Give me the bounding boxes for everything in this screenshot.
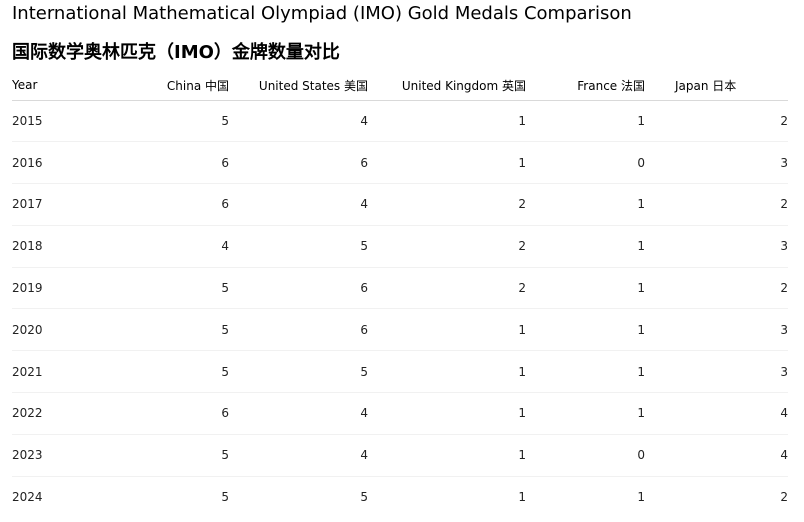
cell-japan: 2 bbox=[780, 113, 788, 128]
cell-france: 0 bbox=[637, 155, 645, 170]
cell-uk: 2 bbox=[518, 239, 526, 254]
cell-year: 2021 bbox=[12, 364, 43, 379]
cell-france: 0 bbox=[637, 448, 645, 463]
cell-uk: 2 bbox=[518, 281, 526, 296]
gold-medals-table: Year China 中国 United States 美国 United Ki… bbox=[12, 72, 788, 518]
cell-usa: 5 bbox=[360, 490, 368, 505]
cell-china: 5 bbox=[221, 281, 229, 296]
table-row: 2020 5 6 1 1 3 bbox=[12, 309, 788, 351]
cell-japan: 3 bbox=[780, 155, 788, 170]
table-row: 2022 6 4 1 1 4 bbox=[12, 393, 788, 435]
page-title-chinese: 国际数学奥林匹克（IMO）金牌数量对比 bbox=[12, 42, 340, 63]
cell-year: 2016 bbox=[12, 155, 43, 170]
table-row: 2019 5 6 2 1 2 bbox=[12, 267, 788, 309]
cell-france: 1 bbox=[637, 364, 645, 379]
cell-japan: 4 bbox=[780, 448, 788, 463]
column-header-usa: United States 美国 bbox=[258, 78, 368, 93]
table-row: 2018 4 5 2 1 3 bbox=[12, 225, 788, 268]
cell-japan: 2 bbox=[780, 490, 788, 505]
cell-japan: 2 bbox=[780, 281, 788, 296]
cell-year: 2020 bbox=[12, 322, 43, 337]
column-header-uk: United Kingdom 英国 bbox=[401, 78, 526, 93]
cell-usa: 5 bbox=[360, 364, 368, 379]
cell-france: 1 bbox=[637, 406, 645, 421]
cell-uk: 2 bbox=[518, 197, 526, 212]
cell-year: 2019 bbox=[12, 281, 43, 296]
cell-france: 1 bbox=[637, 490, 645, 505]
table-header-row: Year China 中国 United States 美国 United Ki… bbox=[12, 72, 788, 100]
cell-china: 4 bbox=[221, 239, 229, 254]
cell-year: 2022 bbox=[12, 406, 43, 421]
cell-france: 1 bbox=[637, 281, 645, 296]
cell-usa: 4 bbox=[360, 197, 368, 212]
page-title-english: International Mathematical Olympiad (IMO… bbox=[12, 3, 632, 24]
column-header-china: China 中国 bbox=[166, 78, 229, 93]
cell-china: 5 bbox=[221, 113, 229, 128]
cell-usa: 4 bbox=[360, 113, 368, 128]
cell-france: 1 bbox=[637, 322, 645, 337]
cell-japan: 3 bbox=[780, 239, 788, 254]
cell-year: 2023 bbox=[12, 448, 43, 463]
cell-china: 6 bbox=[221, 197, 229, 212]
cell-year: 2018 bbox=[12, 239, 43, 254]
cell-year: 2017 bbox=[12, 197, 43, 212]
cell-usa: 6 bbox=[360, 155, 368, 170]
cell-japan: 3 bbox=[780, 322, 788, 337]
table-row: 2015 5 4 1 1 2 bbox=[12, 100, 788, 142]
cell-uk: 1 bbox=[518, 322, 526, 337]
column-header-year: Year bbox=[12, 78, 38, 93]
cell-china: 5 bbox=[221, 322, 229, 337]
cell-usa: 4 bbox=[360, 406, 368, 421]
cell-china: 6 bbox=[221, 155, 229, 170]
cell-france: 1 bbox=[637, 239, 645, 254]
table-row: 2023 5 4 1 0 4 bbox=[12, 434, 788, 477]
cell-year: 2015 bbox=[12, 113, 43, 128]
cell-usa: 6 bbox=[360, 281, 368, 296]
table-row: 2016 6 6 1 0 3 bbox=[12, 142, 788, 184]
table-row: 2017 6 4 2 1 2 bbox=[12, 184, 788, 226]
cell-uk: 1 bbox=[518, 448, 526, 463]
cell-china: 5 bbox=[221, 364, 229, 379]
cell-usa: 6 bbox=[360, 322, 368, 337]
table-row: 2024 5 5 1 1 2 bbox=[12, 476, 788, 518]
cell-china: 5 bbox=[221, 448, 229, 463]
cell-france: 1 bbox=[637, 113, 645, 128]
cell-china: 5 bbox=[221, 490, 229, 505]
cell-uk: 1 bbox=[518, 490, 526, 505]
cell-usa: 4 bbox=[360, 448, 368, 463]
cell-year: 2024 bbox=[12, 490, 43, 505]
cell-japan: 2 bbox=[780, 197, 788, 212]
column-header-japan: Japan 日本 bbox=[675, 78, 737, 93]
column-header-france: France 法国 bbox=[577, 78, 645, 93]
cell-japan: 4 bbox=[780, 406, 788, 421]
cell-uk: 1 bbox=[518, 113, 526, 128]
cell-china: 6 bbox=[221, 406, 229, 421]
cell-france: 1 bbox=[637, 197, 645, 212]
cell-usa: 5 bbox=[360, 239, 368, 254]
cell-uk: 1 bbox=[518, 155, 526, 170]
table-row: 2021 5 5 1 1 3 bbox=[12, 351, 788, 393]
cell-japan: 3 bbox=[780, 364, 788, 379]
cell-uk: 1 bbox=[518, 364, 526, 379]
cell-uk: 1 bbox=[518, 406, 526, 421]
